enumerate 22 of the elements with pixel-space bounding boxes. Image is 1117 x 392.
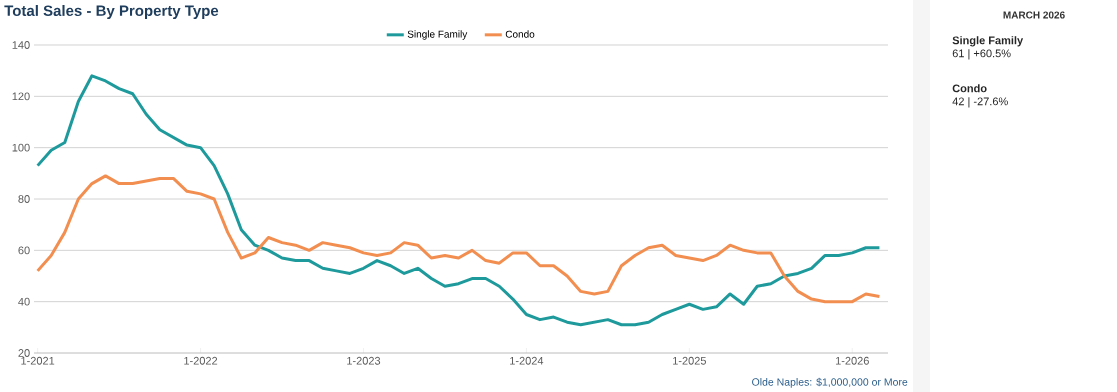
text: 61 | +60.5% — [952, 49, 1011, 60]
y-tick-label: 140 — [12, 41, 30, 49]
text: Single Family — [952, 36, 1024, 47]
legend-label: Single Family — [407, 30, 468, 40]
text: 42 | -27.6% — [952, 97, 1008, 108]
x-tick-label: 1-2025 — [673, 356, 706, 365]
y-tick-label: 80 — [18, 195, 30, 203]
x-tick-label: 1-2022 — [184, 356, 218, 365]
x-tick-label: 1-2021 — [21, 356, 55, 365]
x-tick-label: 1-2023 — [347, 356, 381, 365]
x-tick-label: 1-2024 — [510, 356, 544, 365]
x-tick-label: 1-2026 — [835, 356, 869, 365]
y-tick-label: 100 — [12, 143, 30, 152]
y-tick-label: 40 — [18, 297, 30, 306]
y-tick-label: 60 — [18, 246, 30, 255]
text: MARCH 2026 — [1003, 11, 1065, 19]
y-tick-label: 120 — [12, 92, 30, 101]
legend-label: Condo — [505, 30, 535, 38]
text: Olde Naples: $1,000,000 or More — [752, 377, 908, 388]
text: Condo — [952, 84, 987, 93]
chart-title: Total Sales - By Property Type — [4, 5, 219, 19]
y-tick-label: 20 — [18, 349, 30, 357]
